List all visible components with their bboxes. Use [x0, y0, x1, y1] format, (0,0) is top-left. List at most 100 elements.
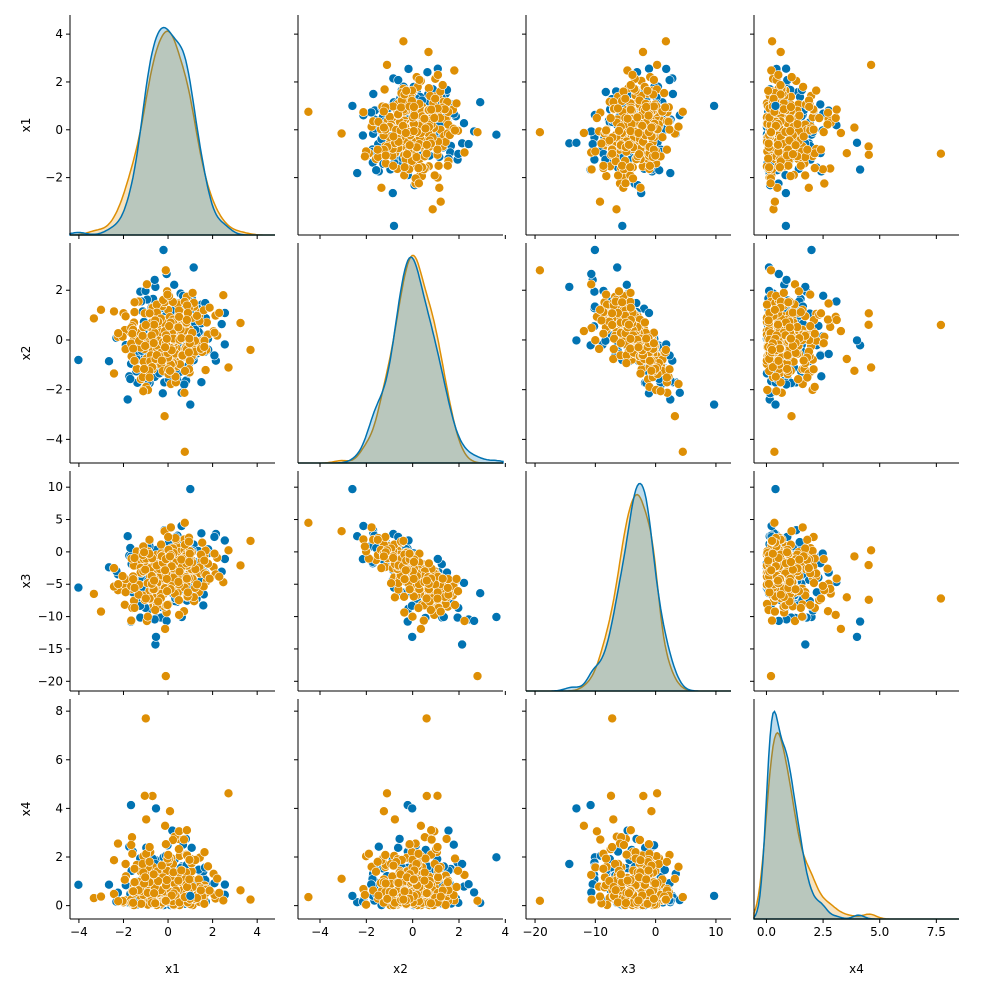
point-series-1-253: [850, 552, 859, 561]
point-series-1-244: [381, 151, 390, 160]
point-series-1-227: [193, 311, 202, 320]
point-series-0-248: [853, 336, 862, 345]
point-series-0-147: [782, 275, 791, 284]
point-series-0-71: [590, 246, 599, 255]
y-tick-label: −4: [45, 432, 63, 446]
point-series-1-224: [397, 103, 406, 112]
outlier-point-3: [535, 128, 544, 137]
point-series-1-194: [579, 327, 588, 336]
point-series-0-164: [217, 320, 226, 329]
point-series-1-194: [836, 129, 845, 138]
y-tick-label: −20: [38, 674, 63, 688]
point-series-1-227: [621, 94, 630, 103]
point-series-1-237: [200, 342, 209, 351]
point-series-1-92: [166, 523, 175, 532]
point-series-1-242: [644, 111, 653, 120]
point-series-1-133: [185, 356, 194, 365]
point-series-0-43: [817, 372, 826, 381]
point-series-1-247: [400, 163, 409, 172]
point-series-1-238: [205, 303, 214, 312]
y-tick-label: 0: [55, 545, 63, 559]
point-series-1-217: [114, 329, 123, 338]
point-series-1-173: [118, 572, 127, 581]
point-series-1-223: [602, 290, 611, 299]
point-series-0-248: [853, 138, 862, 147]
point-series-0-190: [74, 356, 83, 365]
point-series-1-88: [786, 172, 795, 181]
point-series-1-56: [820, 179, 829, 188]
point-series-1-242: [795, 111, 804, 120]
point-series-0-189: [162, 616, 171, 625]
point-series-1-252: [634, 343, 643, 352]
point-series-1-223: [163, 601, 172, 610]
point-series-1-229: [130, 603, 139, 612]
point-series-1-223: [806, 601, 815, 610]
point-series-1-252: [401, 566, 410, 575]
outlier-point-4: [771, 485, 780, 494]
point-series-0-114: [801, 640, 810, 649]
point-series-1-247: [775, 163, 784, 172]
point-series-1-256: [436, 197, 445, 206]
outlier-point-0: [936, 594, 945, 603]
point-series-1-251: [635, 150, 644, 159]
point-series-1-211: [810, 164, 819, 173]
point-series-1-156: [656, 387, 665, 396]
point-series-1-253: [647, 123, 656, 132]
point-series-1-220: [799, 356, 808, 365]
point-series-1-250: [791, 141, 800, 150]
point-series-1-74: [359, 108, 368, 117]
point-series-1-211: [810, 329, 819, 338]
point-series-1-170: [188, 288, 197, 297]
point-series-0-152: [388, 189, 397, 198]
point-series-1-259: [624, 320, 633, 329]
point-series-1-198: [224, 546, 233, 555]
outlier-point-2: [770, 518, 779, 527]
point-series-1-18: [842, 355, 851, 364]
y-tick-label: 2: [55, 75, 63, 89]
point-series-1-223: [451, 126, 460, 135]
point-series-1-229: [599, 161, 608, 170]
point-series-1-252: [767, 566, 776, 575]
point-series-1-245: [785, 114, 794, 123]
point-series-1-55: [337, 129, 346, 138]
point-series-1-7: [142, 280, 151, 289]
outlier-point-2: [304, 518, 313, 527]
point-series-1-198: [867, 546, 876, 555]
point-series-1-186: [143, 612, 152, 621]
point-series-1-254: [764, 579, 773, 588]
point-series-1-244: [140, 364, 149, 373]
outlier-point-0: [936, 321, 945, 330]
point-series-1-75: [424, 84, 433, 93]
point-series-1-194: [579, 129, 588, 138]
point-series-1-243: [665, 365, 674, 374]
point-series-1-250: [405, 585, 414, 594]
point-series-1-205: [660, 89, 669, 98]
point-series-0-159: [666, 169, 675, 178]
point-series-0-151: [476, 98, 485, 107]
point-series-1-246: [832, 105, 841, 114]
point-series-1-170: [452, 574, 461, 583]
point-series-1-199: [794, 287, 803, 296]
point-series-1-186: [798, 612, 807, 621]
point-series-0-205: [645, 309, 654, 318]
point-series-1-223: [806, 290, 815, 299]
outlier-point-2: [678, 447, 687, 456]
point-series-0-189: [470, 616, 479, 625]
point-series-1-255: [597, 139, 606, 148]
point-series-0-152: [105, 357, 114, 366]
point-series-1-232: [130, 554, 139, 563]
point-series-1-97: [219, 291, 228, 300]
y-tick-label: −10: [38, 610, 63, 624]
point-series-1-215: [592, 114, 601, 123]
point-series-0-221: [404, 64, 413, 73]
point-series-1-240: [162, 574, 171, 583]
point-series-1-232: [645, 161, 654, 170]
point-series-1-256: [770, 305, 779, 314]
point-series-1-257: [409, 103, 418, 112]
point-series-1-232: [389, 161, 398, 170]
point-series-1-259: [774, 576, 783, 585]
point-series-1-251: [141, 341, 150, 350]
outlier-point-4: [710, 400, 719, 409]
point-series-1-194: [161, 624, 170, 633]
point-series-1-259: [422, 140, 431, 149]
